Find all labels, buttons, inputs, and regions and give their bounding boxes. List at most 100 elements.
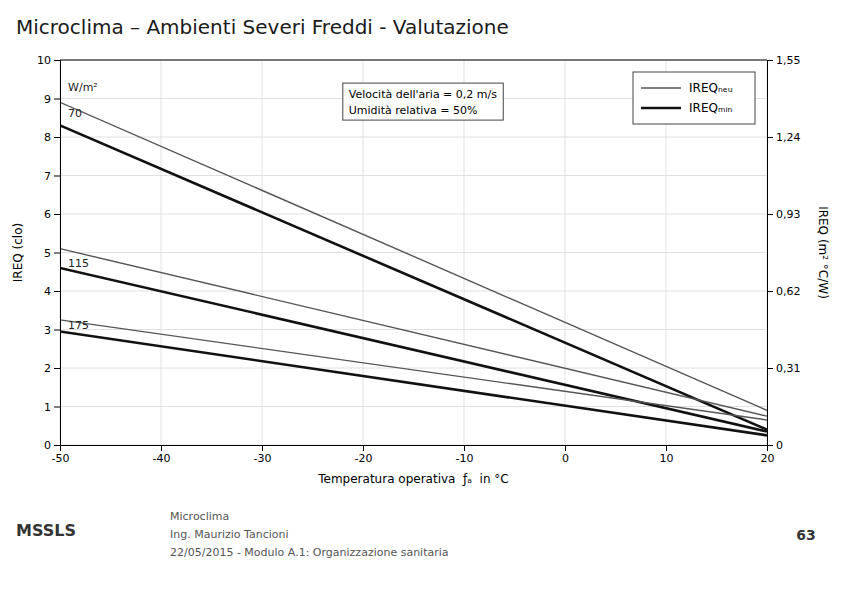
tick-label: -30 (254, 452, 272, 465)
tick-label: 0,93 (776, 208, 801, 221)
y-axis-title: IREQ (clo) (11, 223, 25, 282)
grid-line (60, 252, 767, 253)
tick-mark (565, 445, 566, 451)
tick-label: 3 (44, 324, 51, 337)
tick: 3 (44, 324, 60, 337)
tick-mark (54, 137, 60, 138)
title: Microclima – Ambienti Severi Freddi - Va… (16, 15, 509, 39)
tick: 8 (44, 131, 60, 144)
tick-label: -10 (456, 452, 474, 465)
grid (60, 60, 767, 445)
annotation: Velocità dell'aria = 0,2 m/s Umidità rela… (349, 88, 497, 117)
tick: -30 (254, 445, 272, 465)
chart: Microclima – Ambienti Severi Freddi - Va… (0, 0, 842, 596)
tick-mark (54, 60, 60, 61)
grid-line (60, 137, 767, 138)
tick-label: 8 (44, 131, 51, 144)
legend-swatch (641, 87, 681, 88)
tick-label: 1,55 (776, 54, 801, 67)
tick-mark (767, 291, 773, 292)
tick-label: 0,31 (776, 362, 801, 375)
y-axis: 012345678910 (37, 54, 61, 452)
tick: 0,93 (767, 208, 801, 221)
tick: 0,62 (767, 285, 801, 298)
tick: -40 (153, 445, 171, 465)
series-line (60, 249, 767, 416)
tick: 0 (767, 439, 783, 452)
tick-mark (262, 445, 263, 451)
annotation-box: Velocità dell'aria = 0,2 m/s Umidità rela… (343, 83, 503, 120)
tick-mark (54, 445, 60, 446)
axis-line (768, 61, 774, 446)
tick-mark (54, 253, 60, 254)
tick-mark (767, 214, 773, 215)
tick-label: 9 (44, 93, 51, 106)
footer: MicroclimaIng. Maurizio Tancioni22/05/20… (16, 510, 816, 559)
tick: 2 (44, 362, 60, 375)
tick: 1,55 (767, 54, 801, 67)
tick-label: 20 (761, 452, 775, 465)
grid-line (60, 175, 767, 176)
annotation-frame (343, 83, 503, 120)
tick-mark (363, 445, 364, 451)
annotation: 70 (68, 107, 82, 120)
tick: 0 (562, 445, 569, 465)
tick-mark (54, 99, 60, 100)
tick-mark (54, 291, 60, 292)
tick-mark (464, 445, 465, 451)
footer-line: Microclima (170, 510, 229, 523)
tick-mark (767, 60, 773, 61)
legend: IREQₙₑᵤ IREQₘᵢₙ (633, 72, 755, 124)
footer-text: MSSLS (16, 521, 76, 540)
series-line (60, 331, 767, 435)
y2-axis-title: IREQ (m² °C/W) (816, 206, 830, 299)
tick-label: -40 (153, 452, 171, 465)
tick: 10 (37, 54, 60, 67)
plot: -50-40-30-20-100102001234567891000,310,6… (11, 54, 830, 486)
tick-mark (767, 445, 773, 446)
legend-frame (633, 72, 755, 124)
tick-label: 10 (660, 452, 674, 465)
series-line (60, 102, 767, 410)
footer-text: 63 (796, 527, 815, 543)
series-line (60, 268, 767, 432)
annotations: W/m²70115175Velocità dell'aria = 0,2 m/s… (68, 81, 503, 332)
tick: 4 (44, 285, 60, 298)
tick-label: 2 (44, 362, 51, 375)
tick-label: 0 (44, 439, 51, 452)
tick-mark (767, 368, 773, 369)
legend-swatch (641, 107, 681, 110)
y2-axis: 0 0,31 0,62 0,93 1,24 1,55 (767, 54, 801, 452)
footer-text: MicroclimaIng. Maurizio Tancioni22/05/20… (170, 510, 449, 559)
grid-line (60, 329, 767, 330)
tick: -10 (456, 445, 474, 465)
tick-label: -20 (355, 452, 373, 465)
tick-mark (161, 445, 162, 451)
legend-label: IREQₙₑᵤ (689, 81, 733, 95)
tick: 7 (44, 170, 60, 183)
tick: 6 (44, 208, 60, 221)
axis-line (61, 446, 768, 452)
lines (60, 102, 767, 435)
tick-label: 6 (44, 208, 51, 221)
tick-label: 10 (37, 54, 51, 67)
footer-line: Ing. Maurizio Tancioni (170, 528, 289, 541)
tick-mark (54, 368, 60, 369)
tick: 1,24 (767, 131, 801, 144)
annotation-line: Velocità dell'aria = 0,2 m/s (349, 88, 497, 101)
tick: 0 (44, 439, 60, 452)
tick-mark (54, 407, 60, 408)
tick: -20 (355, 445, 373, 465)
frame-line (60, 60, 767, 61)
grid-line (60, 60, 767, 61)
tick: 5 (44, 247, 60, 260)
tick-label: 1,24 (776, 131, 801, 144)
tick-label: 4 (44, 285, 51, 298)
legend-label: IREQₘᵢₙ (689, 101, 733, 115)
grid-line (60, 368, 767, 369)
x-axis: -50-40-30-20-1001020 (52, 445, 775, 465)
tick: 20 (761, 445, 775, 465)
annotation-line: Umidità relativa = 50% (349, 104, 478, 117)
annotation: W/m² (68, 81, 98, 94)
tick-mark (54, 176, 60, 177)
